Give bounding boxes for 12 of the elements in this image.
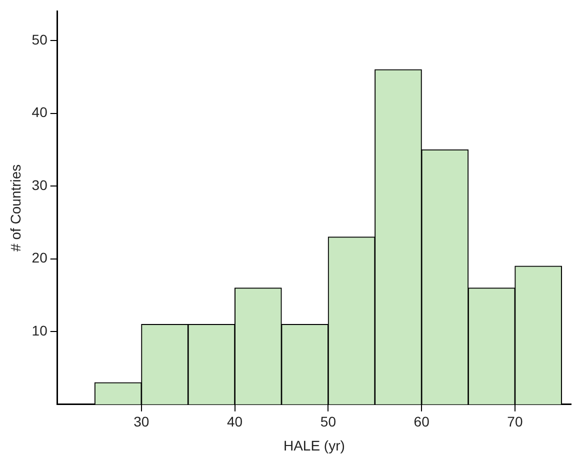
y-tick-label: 40 (32, 104, 48, 120)
y-tick-label: 50 (32, 31, 48, 48)
x-tick-label: 30 (134, 414, 150, 430)
x-tick-label: 40 (227, 414, 243, 430)
x-tick-label: 70 (507, 414, 523, 430)
y-tick-label: 20 (32, 250, 48, 266)
y-axis-title: # of Countries (7, 164, 24, 252)
x-tick-label: 60 (414, 414, 430, 430)
y-tick-label: 30 (32, 176, 48, 193)
y-tick-label: 10 (32, 322, 48, 338)
x-tick-label: 50 (320, 414, 336, 430)
x-axis-title: HALE (yr) (283, 437, 345, 454)
